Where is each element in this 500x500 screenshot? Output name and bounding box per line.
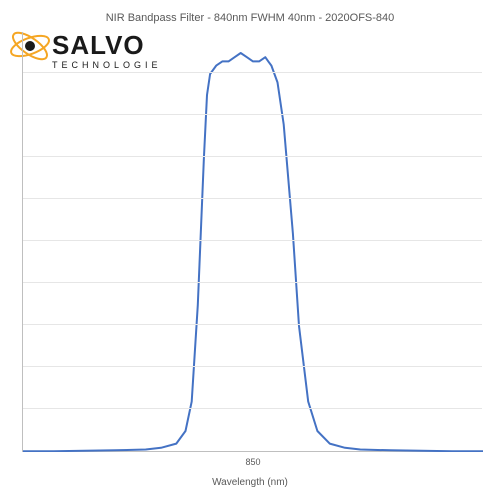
gridline	[23, 156, 482, 157]
gridline	[23, 240, 482, 241]
gridline	[23, 114, 482, 115]
gridline	[23, 282, 482, 283]
transmission-curve	[23, 53, 483, 451]
chart-container: NIR Bandpass Filter - 840nm FWHM 40nm - …	[0, 0, 500, 500]
x-axis-label: Wavelength (nm)	[0, 477, 500, 488]
x-tick-label: 850	[245, 457, 260, 467]
gridline	[23, 72, 482, 73]
gridline	[23, 198, 482, 199]
plot-area: 850	[22, 32, 482, 452]
gridline	[23, 408, 482, 409]
data-curve	[23, 32, 483, 452]
gridline	[23, 324, 482, 325]
gridline	[23, 366, 482, 367]
